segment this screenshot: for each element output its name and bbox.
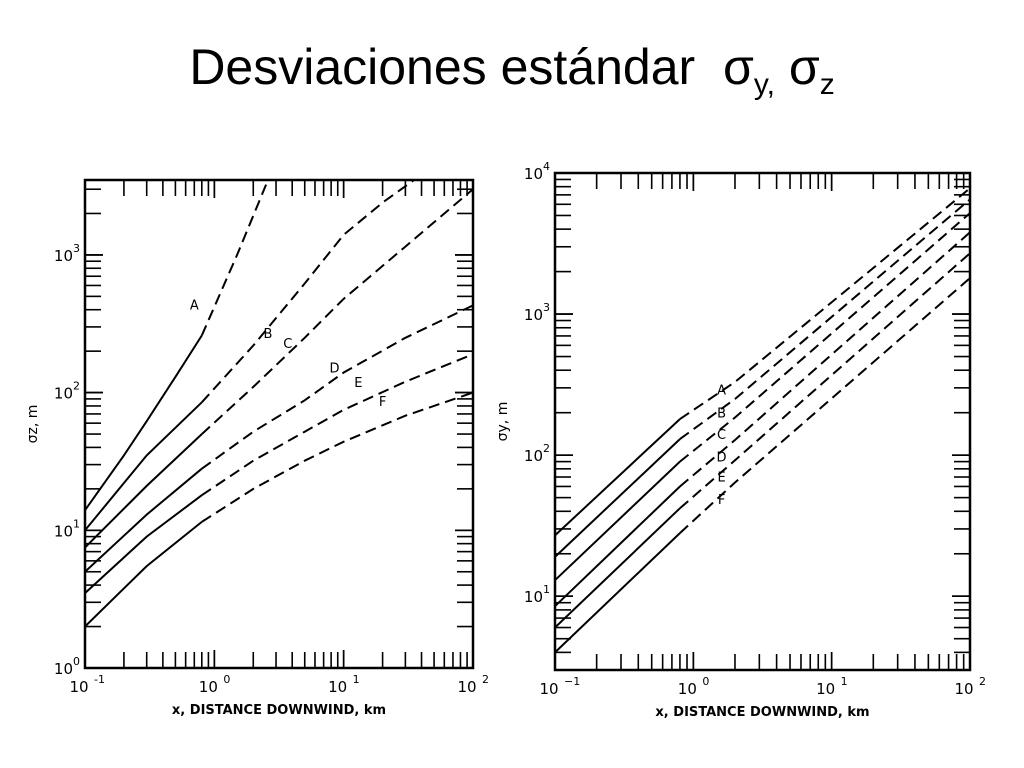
y-tick-label: 10	[524, 306, 543, 324]
x-tick-label-exponent: 1	[841, 675, 848, 688]
series-C-dashed	[679, 212, 970, 463]
series-F-dashed	[201, 391, 473, 523]
series-E-dashed	[201, 353, 473, 497]
series-A-dashed	[679, 187, 970, 420]
series-D-dashed	[201, 304, 473, 470]
series-C-dashed	[201, 188, 473, 435]
y-tick-label-exponent: 1	[73, 517, 80, 530]
x-tick-label: 10	[816, 680, 835, 698]
x-tick-label: 10	[199, 678, 218, 696]
title-sub-y: y,	[753, 68, 775, 101]
title-sigma-z: σ	[788, 39, 820, 95]
series-D-dashed	[679, 231, 970, 488]
title-main: Desviaciones estándar	[189, 39, 696, 95]
plot-frame	[83, 178, 475, 670]
series-E-solid	[555, 507, 681, 629]
series-C-solid	[85, 433, 203, 549]
curve-label-B: B	[717, 406, 726, 421]
plot-frame	[553, 171, 972, 672]
series-B-solid	[85, 401, 203, 531]
title-sigma-y: σ	[722, 39, 754, 95]
series-F-dashed	[679, 277, 970, 534]
series-B-dashed	[201, 180, 415, 403]
x-tick-label: 10	[328, 678, 347, 696]
x-tick-label-exponent: −1	[564, 675, 580, 688]
curve-label-A: A	[190, 299, 199, 314]
curve-label-C: C	[717, 428, 726, 443]
curve-label-F: F	[718, 493, 725, 508]
y-tick-label-exponent: 4	[543, 160, 550, 173]
curve-label-A: A	[717, 383, 726, 398]
curve-label-D: D	[717, 451, 727, 466]
series-B-dashed	[679, 198, 970, 440]
y-tick-label: 10	[54, 660, 73, 678]
y-tick-label-exponent: 3	[543, 301, 550, 314]
title-sub-z: z	[819, 68, 835, 101]
x-tick-label-exponent: 2	[979, 675, 986, 688]
curve-label-C: C	[283, 337, 292, 352]
series-D-solid	[555, 485, 681, 607]
y-axis-label: σy, m	[495, 402, 511, 442]
y-tick-label-exponent: 2	[543, 442, 550, 455]
y-tick-label-exponent: 2	[73, 380, 80, 393]
slide-title: Desviaciones estándar σy, σz	[0, 38, 1024, 102]
series-D-solid	[85, 467, 203, 573]
y-tick-label: 10	[524, 447, 543, 465]
series-B-solid	[555, 438, 681, 558]
y-tick-label-exponent: 0	[73, 655, 80, 668]
x-tick-label: 10	[69, 678, 88, 696]
x-tick-label: 10	[954, 680, 973, 698]
x-tick-label-exponent: 1	[353, 673, 360, 686]
series-F-solid	[555, 532, 681, 654]
series-E-solid	[85, 494, 203, 594]
x-tick-label-exponent: 0	[702, 675, 709, 688]
x-axis-label: x, DISTANCE DOWNWIND, km	[655, 705, 869, 720]
y-tick-label: 10	[524, 588, 543, 606]
y-tick-label: 10	[524, 165, 543, 183]
y-tick-label-exponent: 1	[543, 583, 550, 596]
x-tick-label: 10	[457, 678, 476, 696]
x-tick-label-exponent: 2	[482, 673, 489, 686]
curve-label-F: F	[379, 395, 386, 410]
x-axis-label: x, DISTANCE DOWNWIND, km	[172, 703, 386, 718]
series-A-dashed	[200, 180, 269, 336]
tick-marks	[84, 180, 474, 669]
x-tick-label-exponent: -1	[94, 673, 105, 686]
curve-label-B: B	[264, 327, 273, 342]
x-tick-label-exponent: 0	[223, 673, 230, 686]
curve-label-E: E	[354, 376, 362, 391]
sigma-y-chart: 10 −1 10 0 10 1 10 210 110 210 310 4x, DISTANCE DOW…	[495, 160, 986, 720]
series-F-solid	[85, 521, 203, 628]
series-A-solid	[555, 418, 681, 537]
curve-label-E: E	[717, 471, 725, 486]
series-A-solid	[85, 334, 203, 511]
x-tick-label: 10	[678, 680, 697, 698]
sigma-z-chart: 10 -1 10 0 10 1 10 210 010 110 210 3x, DISTANCE DOW…	[25, 178, 489, 718]
y-tick-label: 10	[54, 385, 73, 403]
y-tick-label: 10	[54, 247, 73, 265]
y-tick-label: 10	[54, 522, 73, 540]
curve-label-D: D	[330, 361, 340, 376]
series-C-solid	[555, 460, 681, 581]
tick-marks	[554, 172, 971, 671]
series-E-dashed	[679, 252, 970, 510]
x-tick-label: 10	[539, 680, 558, 698]
y-tick-label-exponent: 3	[73, 242, 80, 255]
y-axis-label: σz, m	[25, 405, 41, 444]
